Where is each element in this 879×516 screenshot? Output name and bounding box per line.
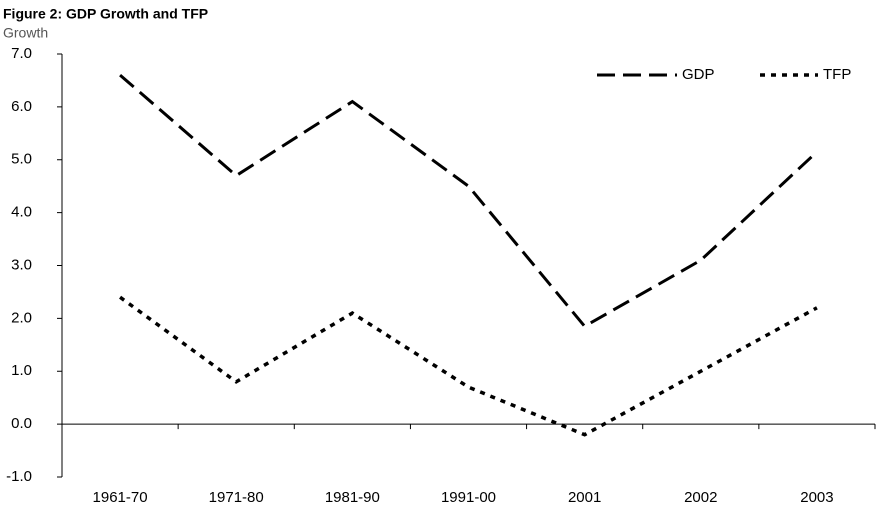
y-tick-label: -1.0 bbox=[6, 468, 32, 485]
x-tick-label: 1991-00 bbox=[441, 489, 496, 506]
x-tick-label: 2003 bbox=[800, 489, 833, 506]
x-tick-label: 1971-80 bbox=[209, 489, 264, 506]
chart-subtitle: Growth bbox=[3, 25, 48, 41]
line-series bbox=[119, 74, 818, 329]
x-tick-label: 1961-70 bbox=[93, 489, 148, 506]
x-tick-label: 2002 bbox=[684, 489, 717, 506]
mask bbox=[0, 40, 40, 52]
y-tick-label: 4.0 bbox=[11, 204, 32, 221]
x-tick-label: 1981-90 bbox=[325, 489, 380, 506]
y-tick-label: 7.0 bbox=[11, 45, 32, 62]
legend-label: GDP bbox=[682, 66, 715, 83]
y-tick-label: 6.0 bbox=[11, 98, 32, 115]
line-series bbox=[119, 295, 818, 437]
x-tick-label: 2001 bbox=[568, 489, 601, 506]
y-tick-label: 1.0 bbox=[11, 362, 32, 379]
legend-label: TFP bbox=[823, 66, 851, 83]
y-tick-label: 3.0 bbox=[11, 256, 32, 273]
chart-title: Figure 2: GDP Growth and TFP bbox=[3, 6, 208, 22]
y-tick-label: 0.0 bbox=[11, 415, 32, 432]
y-tick-label: 5.0 bbox=[11, 151, 32, 168]
y-tick-label: 2.0 bbox=[11, 309, 32, 326]
